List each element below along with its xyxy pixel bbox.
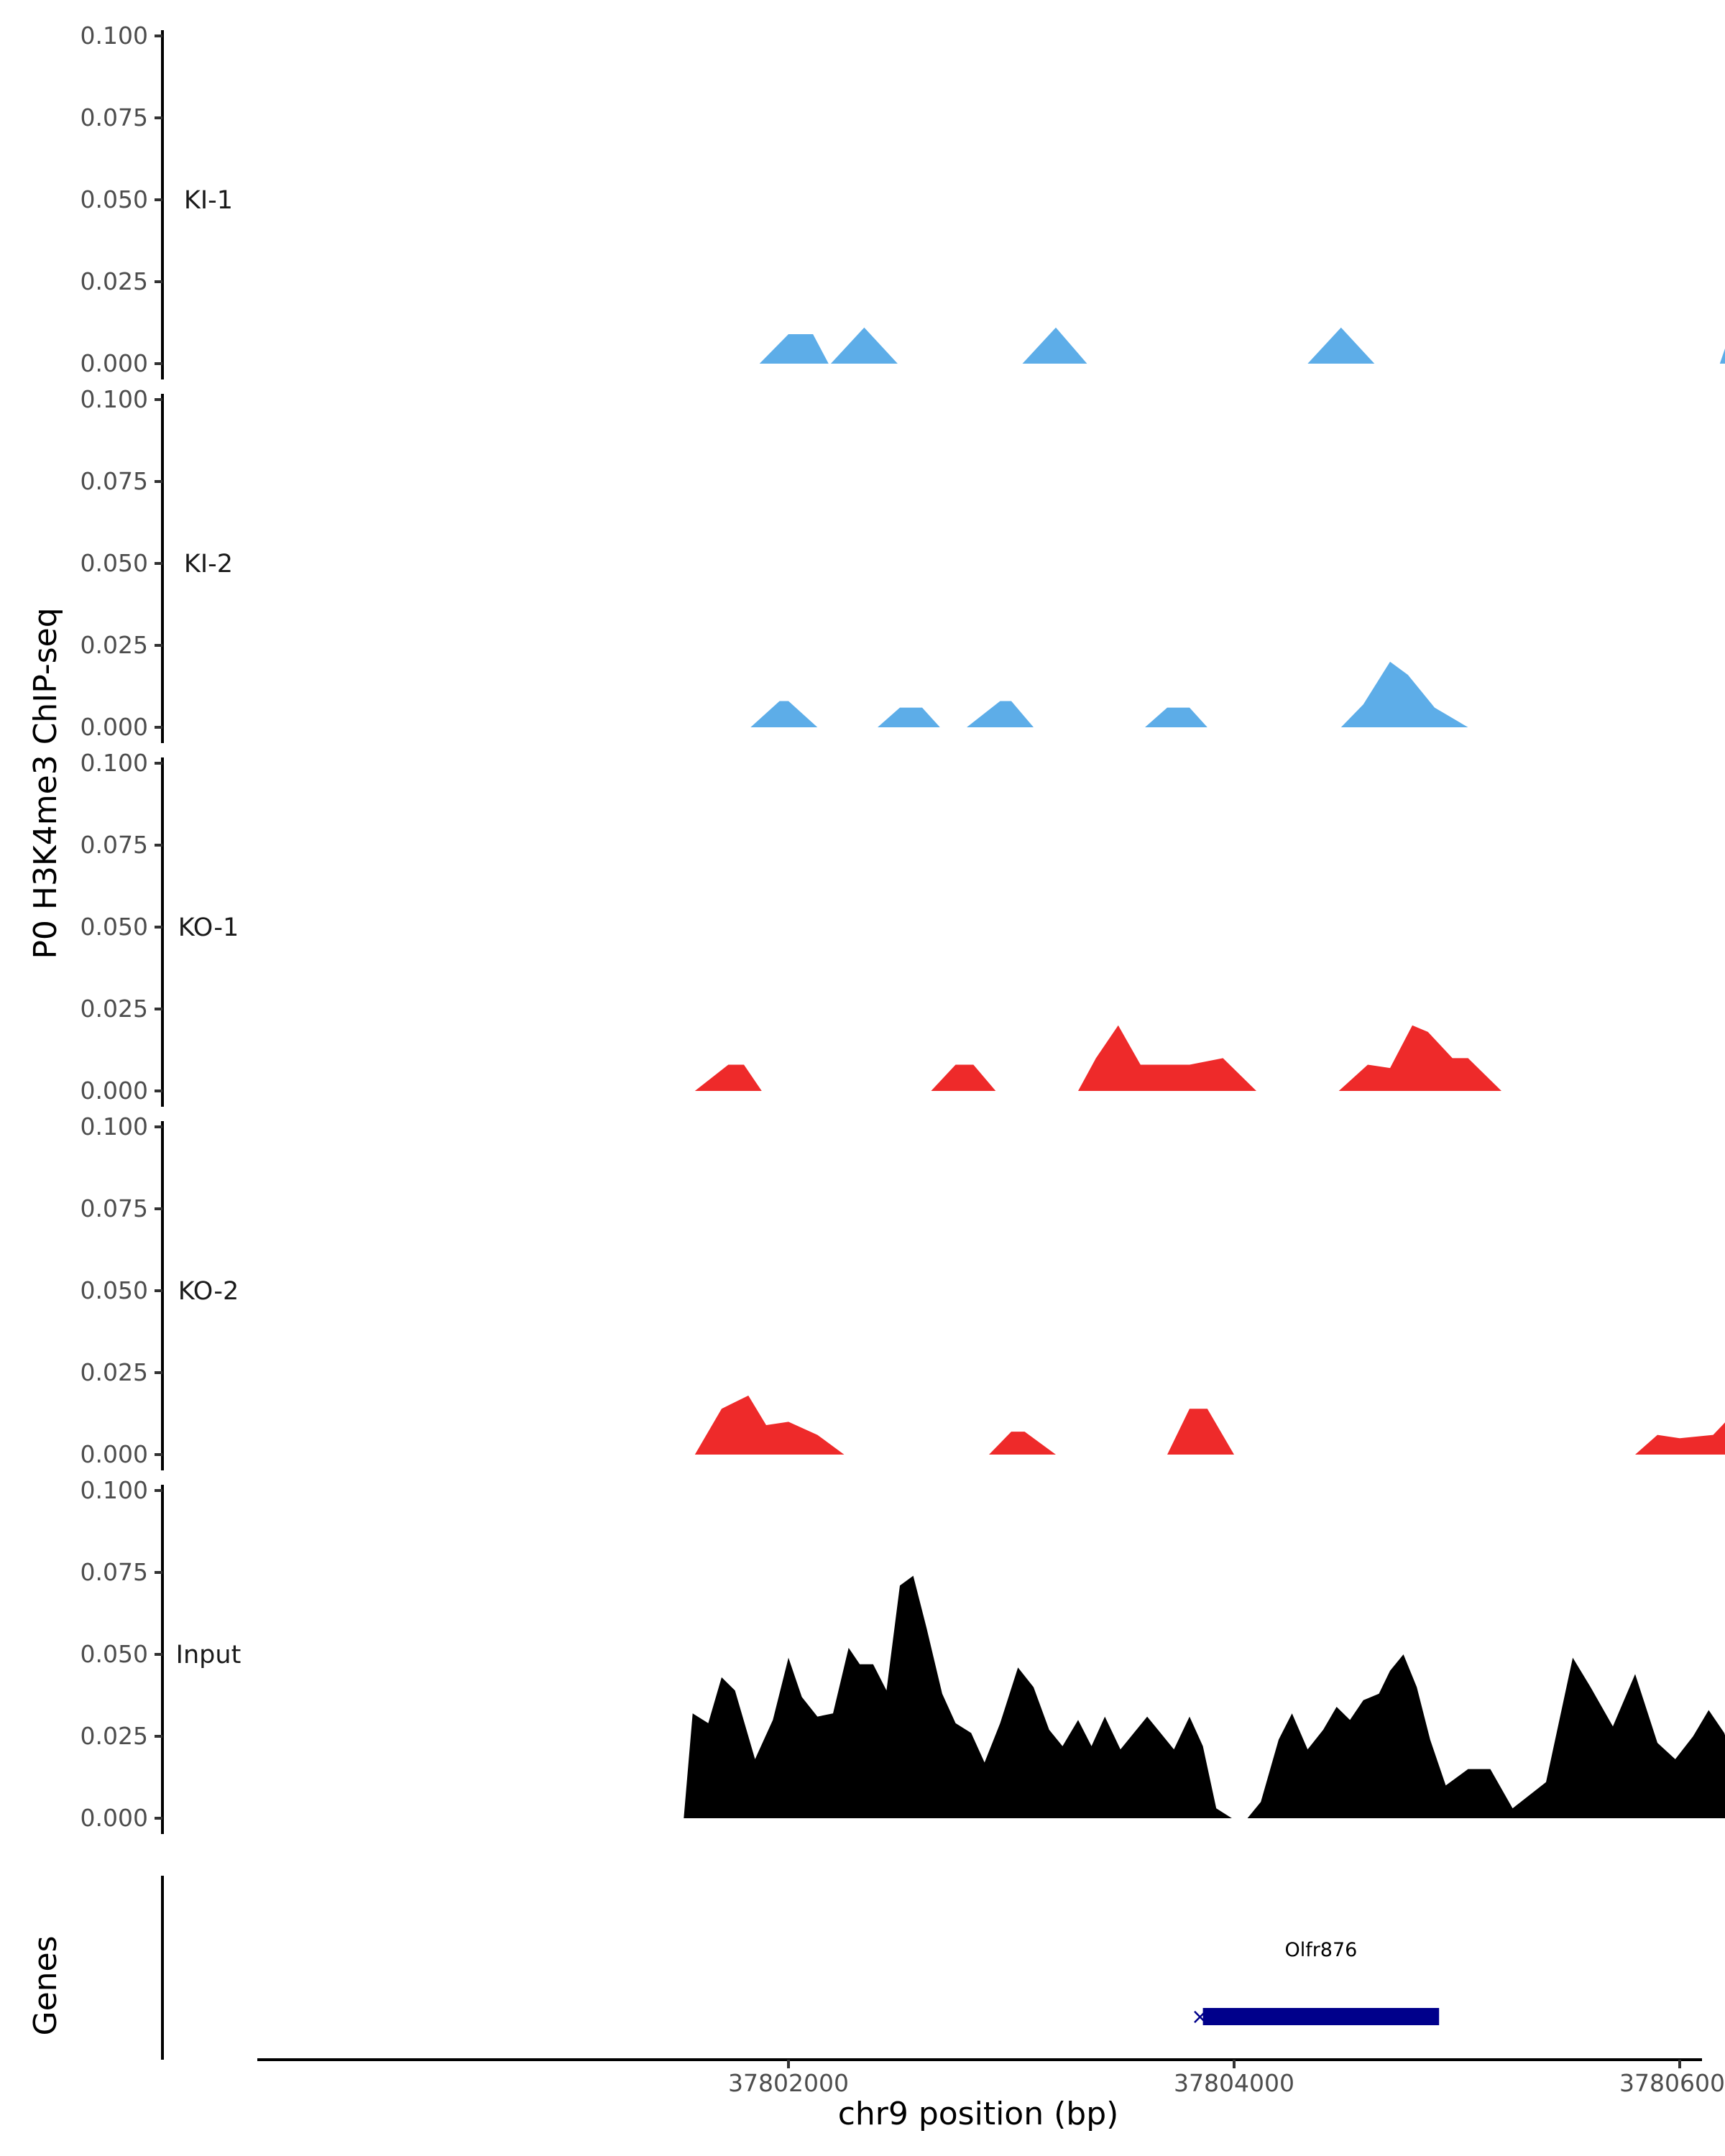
y-tick-label: 0.000 bbox=[80, 1077, 148, 1105]
y-tick-label: 0.100 bbox=[80, 749, 148, 777]
gene-olfr876: × Olfr876 bbox=[1191, 1939, 1440, 2030]
area-ko-2 bbox=[694, 1395, 1725, 1455]
y-tick-label: 0.075 bbox=[80, 831, 148, 859]
y-tick-label: 0.000 bbox=[80, 1804, 148, 1832]
x-axis-title: chr9 position (bp) bbox=[838, 2096, 1119, 2132]
track-ki-1: 0.000 0.025 0.050 0.075 0.100 KI-1 bbox=[80, 22, 1725, 379]
y-tick-label: 0.100 bbox=[80, 22, 148, 50]
y-tick-label: 0.025 bbox=[80, 1358, 148, 1386]
x-tick-label: 37804000 bbox=[1174, 2069, 1294, 2097]
y-tick-label: 0.025 bbox=[80, 995, 148, 1023]
x-tick-label: 37802000 bbox=[728, 2069, 849, 2097]
area-ki-1 bbox=[759, 327, 1725, 364]
track-ki-2: 0.000 0.025 0.050 0.075 0.100 KI-2 bbox=[80, 385, 1725, 743]
track-ko-2: 0.000 0.025 0.050 0.075 0.100 KO-2 bbox=[80, 1112, 1725, 1470]
x-axis: 37802000 37804000 37806000 bbox=[257, 2058, 1725, 2097]
gene-strand-mark: × bbox=[1191, 2004, 1209, 2030]
y-tick-label: 0.025 bbox=[80, 1722, 148, 1750]
genes-panel: × Olfr876 bbox=[161, 1876, 1440, 2060]
gene-body bbox=[1202, 2008, 1440, 2025]
y-tick-label: 0.050 bbox=[80, 1640, 148, 1668]
y-tick-label: 0.050 bbox=[80, 913, 148, 941]
track-input: 0.000 0.025 0.050 0.075 0.100 Input bbox=[80, 1476, 1725, 1834]
x-tick-label: 37806000 bbox=[1619, 2069, 1725, 2097]
y-axis-title: P0 H3K4me3 ChIP-seq bbox=[27, 607, 64, 959]
y-tick-label: 0.100 bbox=[80, 1112, 148, 1141]
y-tick-label: 0.025 bbox=[80, 267, 148, 295]
gene-label: Olfr876 bbox=[1284, 1939, 1357, 1961]
y-tick-label: 0.100 bbox=[80, 385, 148, 413]
y-tick-label: 0.000 bbox=[80, 1440, 148, 1468]
y-tick-label: 0.050 bbox=[80, 549, 148, 577]
track-label: KI-2 bbox=[184, 550, 233, 579]
y-tick-label: 0.050 bbox=[80, 185, 148, 213]
track-ko-1: 0.000 0.025 0.050 0.075 0.100 KO-1 bbox=[80, 749, 1725, 1107]
area-ki-2 bbox=[750, 661, 1725, 727]
y-tick-label: 0.075 bbox=[80, 467, 148, 495]
area-ko-1 bbox=[694, 1025, 1725, 1091]
y-tick-label: 0.000 bbox=[80, 713, 148, 741]
genes-axis-title: Genes bbox=[27, 1935, 64, 2035]
y-tick-label: 0.075 bbox=[80, 103, 148, 132]
y-tick-label: 0.100 bbox=[80, 1476, 148, 1504]
track-label: KI-1 bbox=[184, 186, 233, 215]
y-tick-label: 0.025 bbox=[80, 631, 148, 659]
track-panels: 0.0000.0250.0500.0750.100KI-10.0000.0250… bbox=[80, 22, 1725, 1834]
area-input bbox=[684, 1575, 1725, 1818]
y-tick-label: 0.075 bbox=[80, 1194, 148, 1222]
y-tick-label: 0.000 bbox=[80, 349, 148, 377]
track-label: KO-1 bbox=[178, 913, 239, 942]
track-label: KO-2 bbox=[178, 1277, 239, 1306]
y-tick-label: 0.075 bbox=[80, 1558, 148, 1586]
y-tick-label: 0.050 bbox=[80, 1276, 148, 1304]
track-label: Input bbox=[176, 1641, 242, 1669]
